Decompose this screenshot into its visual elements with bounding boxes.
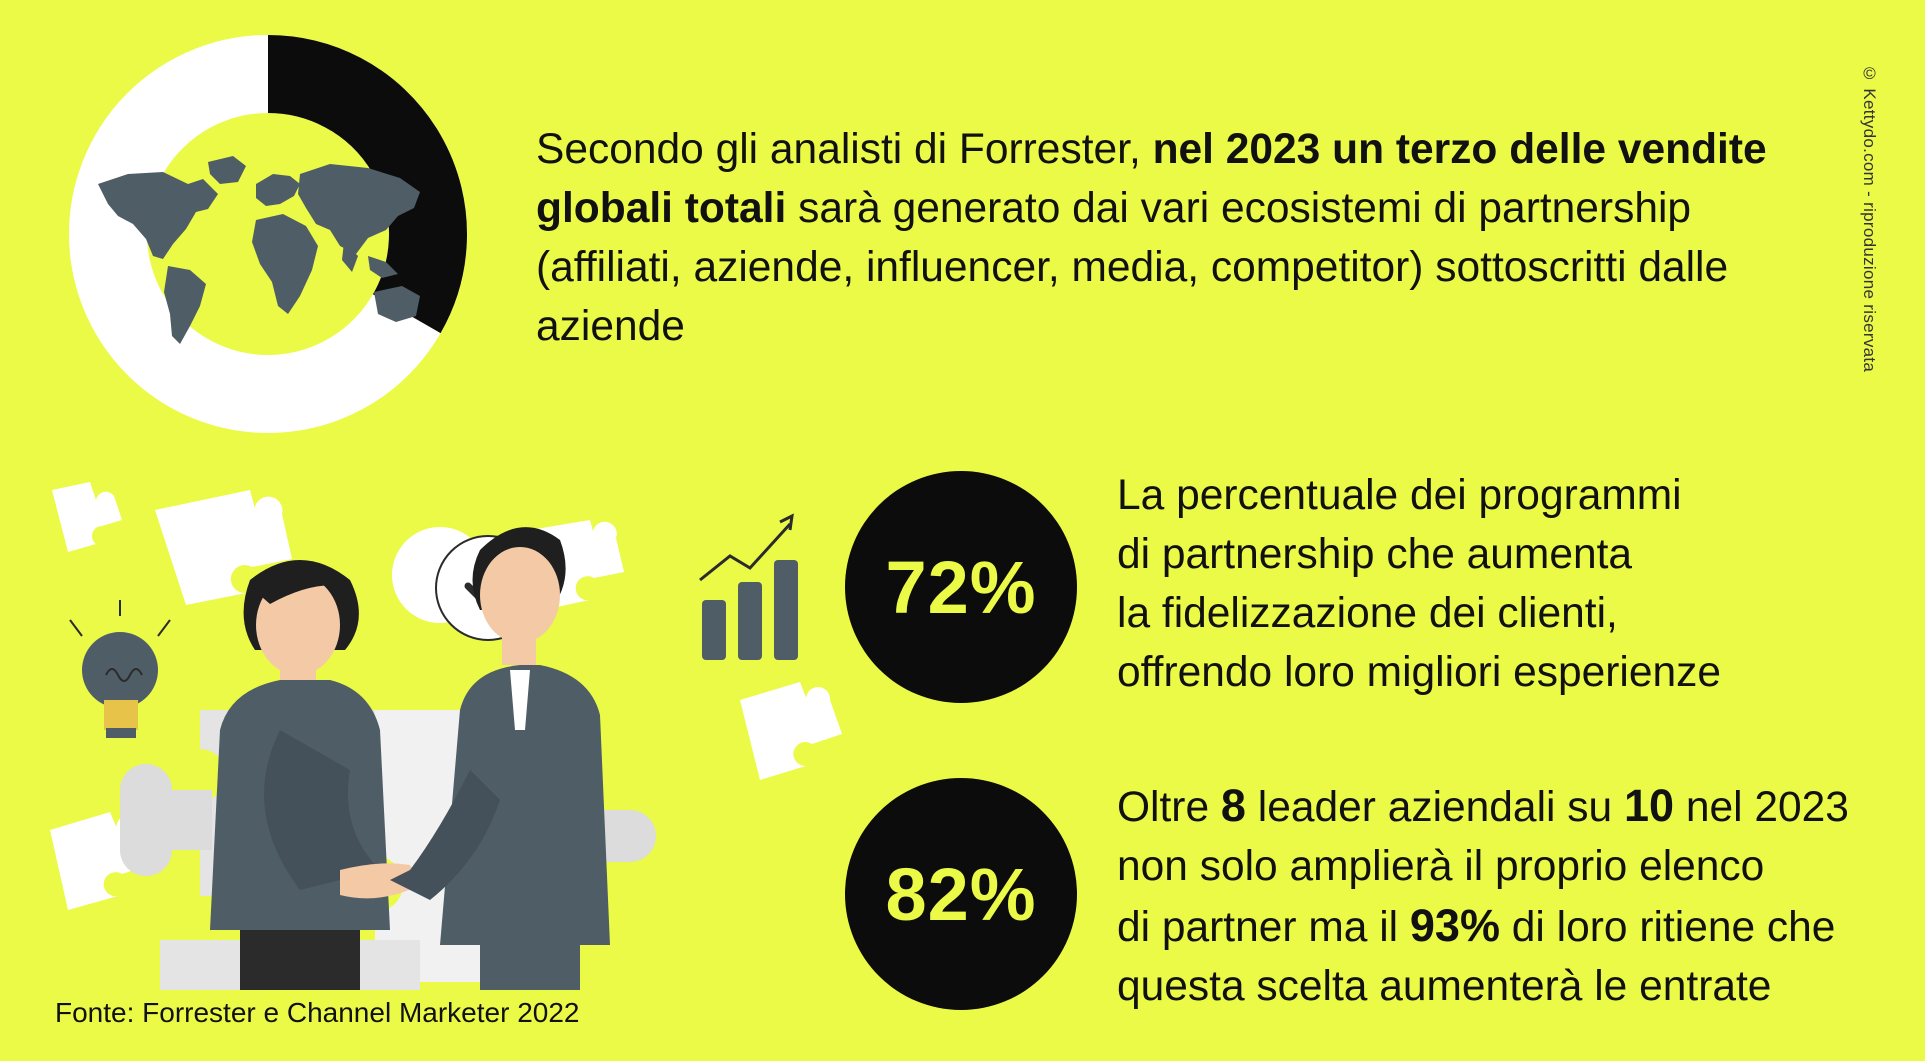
donut-highlight bbox=[267, 35, 467, 334]
person-left bbox=[210, 560, 420, 990]
person-right bbox=[390, 527, 610, 990]
stat-circle-82: 82% bbox=[845, 778, 1077, 1010]
lightbulb-icon bbox=[69, 600, 171, 738]
source-note: Fonte: Forrester e Channel Marketer 2022 bbox=[55, 997, 580, 1028]
intro-text-bold: nel 2023 un terzo delle vendite globali … bbox=[536, 126, 1767, 232]
handshake-illustration bbox=[50, 482, 842, 990]
stat1-line1: La percentuale dei programmi bbox=[1117, 472, 1682, 519]
world-map-icon bbox=[98, 156, 420, 344]
stat-value-82: 82% bbox=[885, 852, 1037, 936]
stat1-line4: offrendo loro migliori esperienze bbox=[1117, 649, 1721, 696]
growth-chart-icon bbox=[699, 513, 798, 660]
intro-text-2: sarà generato dai vari ecosistemi di par… bbox=[536, 185, 1729, 350]
stat2-line3: di partner ma il 93% di loro ritiene che bbox=[1117, 900, 1836, 951]
stat2-line4: questa scelta aumenterà le entrate bbox=[1117, 963, 1772, 1010]
intro-text-1: Secondo gli analisti di Forrester, bbox=[536, 126, 1153, 173]
stat1-line2: di partnership che aumenta bbox=[1117, 531, 1633, 578]
stat-circle-72: 72% bbox=[845, 471, 1077, 703]
stat-value-72: 72% bbox=[885, 545, 1037, 629]
stat2-line2: non solo amplierà il proprio elenco bbox=[1117, 843, 1765, 890]
stat2-line1: Oltre 8 leader aziendali su 10 nel 2023 bbox=[1117, 780, 1849, 831]
stat-description-82: Oltre 8 leader aziendali su 10 nel 2023 … bbox=[1117, 776, 1849, 1016]
donut-chart bbox=[69, 35, 467, 433]
stat1-line3: la fidelizzazione dei clienti, bbox=[1117, 590, 1618, 637]
intro-paragraph: Secondo gli analisti di Forrester, nel 2… bbox=[536, 120, 1836, 356]
copyright-note: © Kettydo.com - riproduzione riservata bbox=[1860, 64, 1879, 373]
stat-description-72: La percentuale dei programmi di partners… bbox=[1117, 466, 1721, 702]
